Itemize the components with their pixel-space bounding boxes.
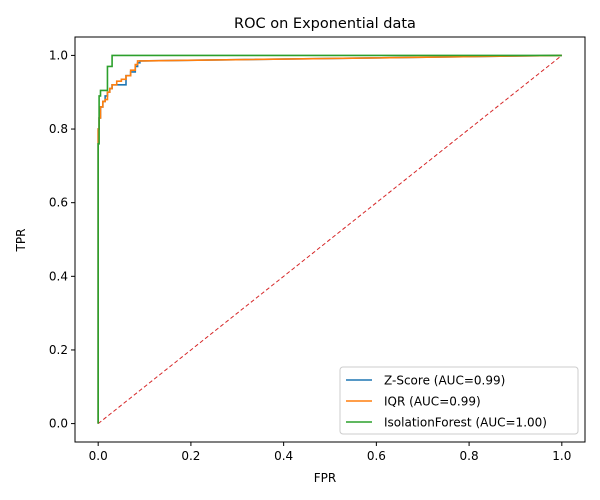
axes-frame xyxy=(74,36,586,443)
series-line-2 xyxy=(97,54,562,424)
y-axis-label: TPR xyxy=(14,229,28,253)
x-tick-label: 0.4 xyxy=(274,449,293,463)
series-line-1 xyxy=(97,54,562,424)
x-axis-label: FPR xyxy=(314,471,336,485)
plot-area xyxy=(97,54,563,424)
y-tick-label: 0.2 xyxy=(49,343,68,357)
y-tick-label: 1.0 xyxy=(49,48,68,62)
chance-diagonal-line xyxy=(97,55,563,424)
x-tick-label: 0.2 xyxy=(181,449,200,463)
y-tick-label: 0.6 xyxy=(49,196,68,210)
x-tick-label: 0.0 xyxy=(89,449,108,463)
legend-box xyxy=(339,366,579,435)
y-tick-label: 0.8 xyxy=(49,122,68,136)
x-tick-label: 0.6 xyxy=(367,449,386,463)
y-tick-label: 0.0 xyxy=(49,417,68,431)
legend-label-2: IsolationForest (AUC=1.00) xyxy=(384,416,547,430)
axes: 0.0 0.2 0.4 0.6 0.8 1.0 0.0 0.2 0.4 0.6 0.8 1.0 xyxy=(49,36,586,463)
x-tick-label: 0.8 xyxy=(460,449,479,463)
chart-title: ROC on Exponential data xyxy=(234,16,416,32)
legend: Z-Score (AUC=0.99) IQR (AUC=0.99) Isolatio… xyxy=(339,366,579,435)
legend-label-0: Z-Score (AUC=0.99) xyxy=(384,374,505,388)
legend-label-1: IQR (AUC=0.99) xyxy=(384,395,481,409)
x-tick-label: 1.0 xyxy=(552,449,571,463)
y-tick-label: 0.4 xyxy=(49,269,68,283)
